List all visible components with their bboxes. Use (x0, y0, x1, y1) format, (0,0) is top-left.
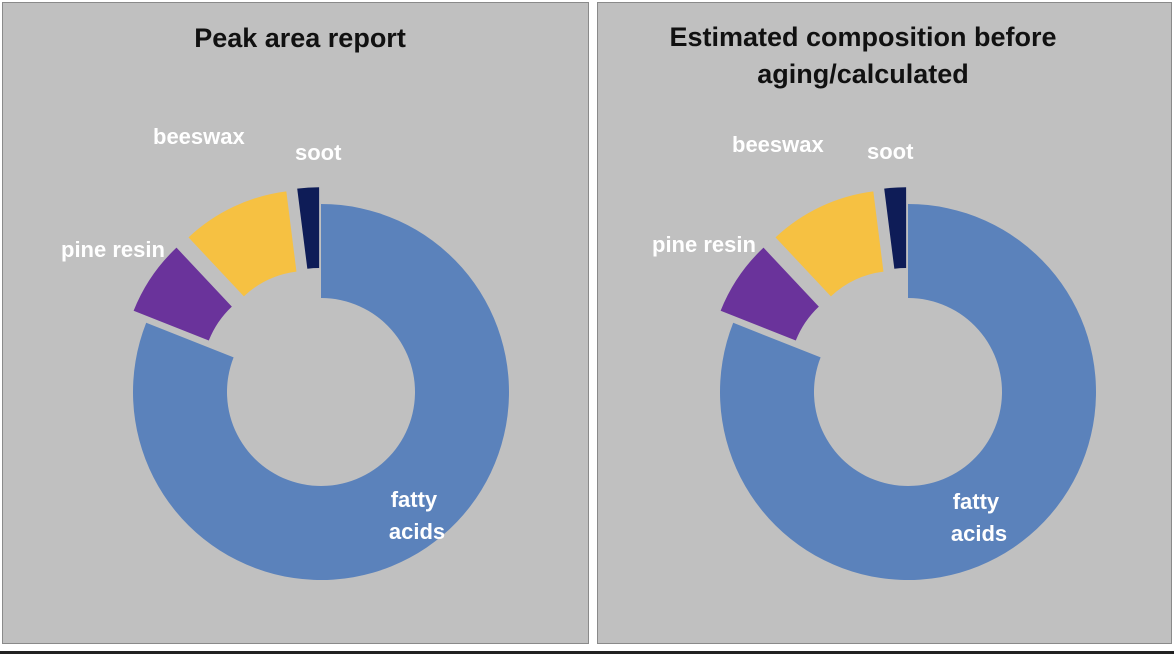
label-pine-resin: pine resin (61, 237, 165, 262)
label-soot: soot (867, 139, 914, 164)
slice-labels: fatty acids pine resin beeswax soot (61, 124, 445, 544)
slice-beeswax (775, 191, 884, 297)
label-fatty-acids-line1: fatty (953, 489, 1000, 514)
chart-estimated-composition: Estimated composition before aging/calcu… (652, 22, 1096, 580)
label-fatty-acids: fatty acids (389, 487, 445, 544)
bottom-border (0, 651, 1174, 654)
slice-labels: fatty acids pine resin beeswax soot (652, 132, 1007, 546)
slices (133, 187, 510, 580)
slice-pine-resin (133, 247, 232, 341)
label-fatty-acids: fatty acids (951, 489, 1007, 546)
slice-beeswax (188, 191, 297, 297)
slice-fatty-acids (720, 204, 1096, 580)
chart-panel-estimated-composition: Estimated composition before aging/calcu… (597, 2, 1172, 644)
slice-fatty-acids (133, 204, 510, 580)
label-soot: soot (295, 140, 342, 165)
label-fatty-acids-line1: fatty (391, 487, 438, 512)
label-beeswax: beeswax (153, 124, 245, 149)
slice-pine-resin (720, 247, 819, 341)
chart-title-line1: Estimated composition before (669, 22, 1056, 52)
slices (720, 187, 1096, 580)
label-beeswax: beeswax (732, 132, 824, 157)
label-fatty-acids-line2: acids (951, 521, 1007, 546)
chart-title-line2: aging/calculated (757, 59, 969, 89)
label-pine-resin: pine resin (652, 232, 756, 257)
slice-soot (884, 187, 907, 269)
chart-peak-area: Peak area report fatty acids pine resin … (61, 23, 510, 580)
chart-title: Peak area report (194, 23, 406, 53)
chart-panel-peak-area: Peak area report fatty acids pine resin … (2, 2, 589, 644)
slice-soot (297, 187, 320, 269)
label-fatty-acids-line2: acids (389, 519, 445, 544)
